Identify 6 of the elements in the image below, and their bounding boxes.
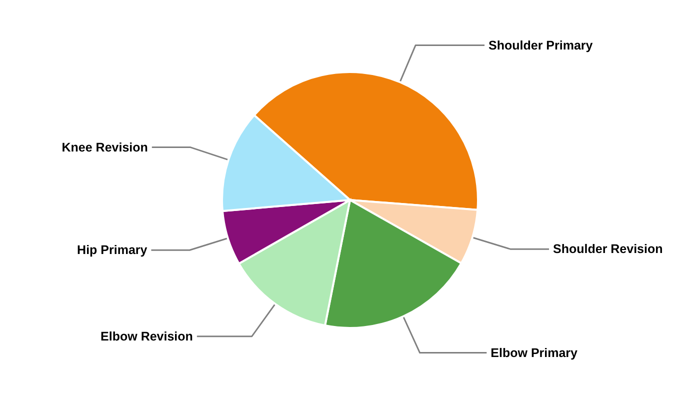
slice-label: Elbow Primary: [490, 346, 578, 360]
slice-label: Shoulder Primary: [488, 38, 593, 52]
slice-label: Knee Revision: [62, 140, 148, 154]
slice-label: Hip Primary: [77, 243, 148, 258]
slice-label: Shoulder Revision: [553, 242, 663, 256]
slice-label: Elbow Revision: [100, 329, 193, 344]
